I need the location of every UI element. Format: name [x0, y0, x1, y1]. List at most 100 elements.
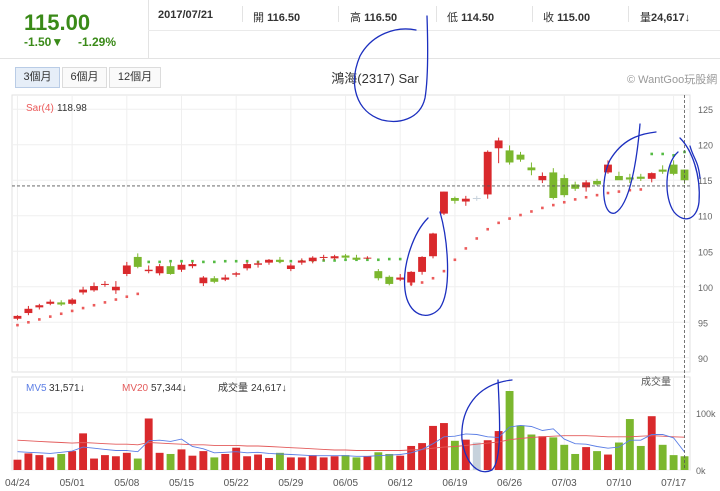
candle-body	[13, 315, 22, 319]
volume-down-arrow-icon: ↓	[684, 12, 691, 24]
volume-bar	[625, 419, 634, 470]
volume-bar	[35, 455, 44, 470]
volume-bar	[24, 453, 33, 470]
sar-dot	[180, 259, 183, 263]
divider	[532, 6, 533, 22]
sar-dot	[169, 259, 172, 263]
volume-bar	[232, 447, 241, 470]
mv5-line	[17, 424, 685, 457]
candle-body	[396, 277, 405, 280]
volume-bar	[407, 445, 416, 470]
volume-bar	[658, 444, 667, 470]
candle-body	[210, 278, 219, 282]
volume-bar	[319, 457, 328, 470]
header-rule	[148, 30, 720, 31]
candle-body	[429, 233, 437, 257]
sar-dot	[398, 257, 402, 261]
candle-body	[516, 154, 525, 160]
sar-dot	[333, 259, 336, 262]
volume-bar	[144, 418, 153, 470]
sar-dot	[431, 276, 435, 280]
volume-bar	[472, 442, 481, 470]
volume-bar	[111, 456, 120, 470]
candle-body	[90, 286, 98, 291]
mv5-label: MV5	[26, 383, 47, 394]
sar-dot	[530, 210, 533, 213]
candles	[13, 137, 689, 321]
volume-bar	[549, 437, 558, 470]
candle-body	[122, 265, 131, 274]
sar-dot	[81, 306, 85, 310]
sar-dot	[92, 303, 96, 307]
range-3-months-button[interactable]: 3個月	[15, 67, 60, 88]
volume-bar	[57, 453, 66, 470]
price-tick-label: 120	[698, 141, 713, 151]
close-field: 收 115.00	[543, 9, 590, 25]
price-tick-label: 100	[698, 283, 713, 293]
sar-dot	[234, 259, 238, 263]
candle-body	[265, 259, 273, 263]
volume-bar	[254, 454, 262, 470]
candle-body	[275, 259, 284, 262]
volume-bar	[680, 456, 689, 470]
candle-body	[440, 191, 448, 214]
legend-labels: Sar(4) 118.98 MV5 31,571↓ MV20 57,344↓ 成…	[26, 103, 671, 394]
quote-date: 2017/07/21	[158, 9, 214, 21]
sar-dot	[475, 237, 479, 240]
sar-dot	[344, 258, 347, 262]
volume-bar	[68, 451, 77, 470]
sar-dots	[16, 150, 686, 327]
candle-body	[549, 172, 558, 198]
sar-dot	[114, 298, 118, 301]
volume-bar	[188, 455, 197, 470]
candle-body	[407, 271, 416, 283]
range-12-months-button[interactable]: 12個月	[109, 67, 161, 88]
open-field: 開 116.50	[253, 9, 300, 25]
volume-bar	[13, 459, 22, 470]
volume-bar	[286, 457, 295, 470]
open-value: 116.50	[267, 12, 301, 24]
candle-body	[604, 164, 612, 173]
volume-bar	[593, 451, 601, 470]
axes: 90 95 100 105 110 115 120 125 100k 0k 04/24 05/01 05…	[5, 95, 716, 489]
sar-dot	[442, 269, 446, 273]
volume-bar	[177, 449, 186, 470]
volume-value: 24,617↓	[251, 383, 287, 394]
candle-body	[243, 264, 252, 269]
sar-dot	[573, 198, 577, 201]
sar-dot	[617, 190, 621, 193]
volume-bar	[166, 453, 175, 470]
high-value: 116.50	[364, 12, 398, 24]
candle-body	[133, 256, 142, 267]
divider	[338, 6, 339, 22]
candle-body	[560, 178, 569, 196]
candle-body	[286, 265, 295, 270]
close-value: 115.00	[557, 12, 591, 24]
volume-bar	[308, 455, 317, 470]
sar-dot	[202, 260, 205, 264]
candle-body	[450, 197, 459, 201]
sar-dot	[519, 213, 522, 217]
volume-bar	[560, 444, 569, 470]
price-tick-label: 125	[698, 105, 713, 115]
annotation-stroke	[689, 145, 701, 179]
sar-dot	[552, 203, 555, 207]
sar-dot	[606, 191, 610, 195]
sar-dot	[147, 260, 150, 264]
candle-body	[571, 184, 580, 189]
candle-body	[582, 182, 591, 188]
candle-body	[527, 167, 536, 171]
volume-bar	[352, 457, 361, 470]
price-pane-frame	[11, 94, 691, 373]
volume-bar	[330, 456, 339, 470]
brand-watermark: © WantGoo玩股網	[627, 74, 718, 86]
range-6-months-button[interactable]: 6個月	[62, 67, 107, 88]
annotation-stroke	[403, 211, 449, 316]
sar-label: Sar(4)	[26, 103, 54, 114]
candle-body	[669, 164, 678, 174]
volume-bar	[275, 452, 284, 470]
candle-body	[483, 151, 492, 195]
date-tick-label: 07/17	[661, 478, 686, 489]
sar-dot	[486, 227, 489, 231]
